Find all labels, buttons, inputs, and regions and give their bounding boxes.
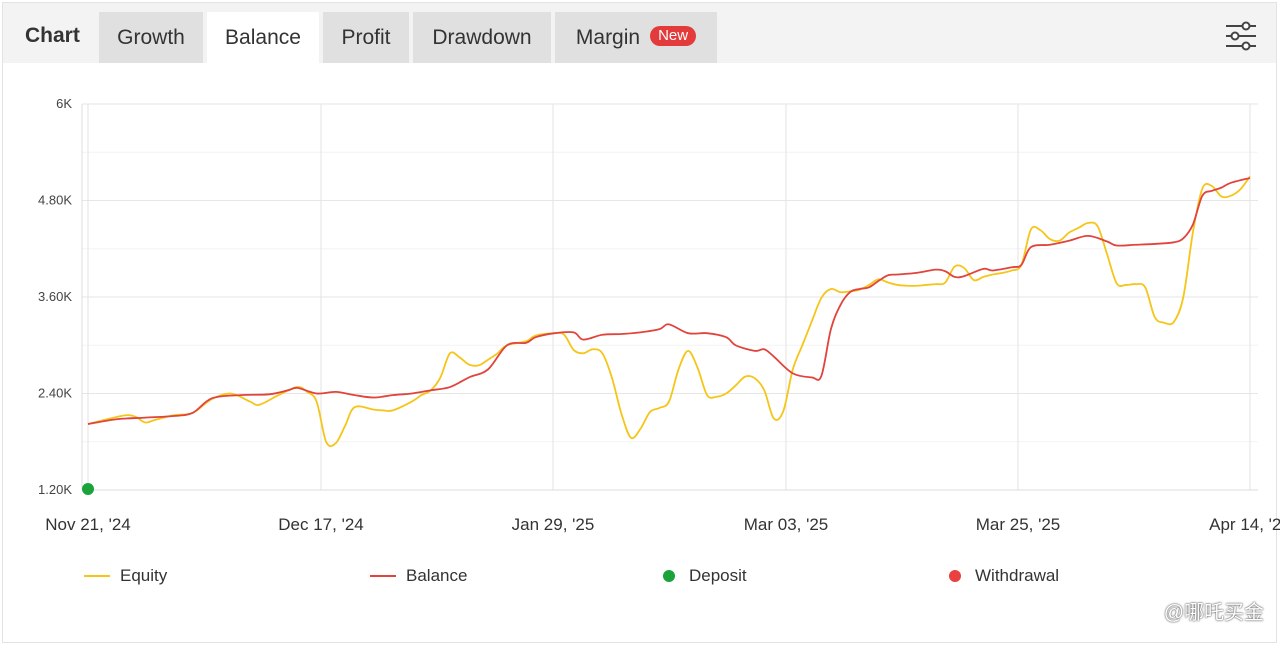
legend-deposit[interactable]: Deposit xyxy=(663,564,747,588)
tab-growth[interactable]: Growth xyxy=(99,12,203,63)
legend-withdrawal[interactable]: Withdrawal xyxy=(949,564,1059,588)
tab-margin-label: Margin xyxy=(575,26,641,49)
x-tick-label: Mar 03, '25 xyxy=(744,515,829,534)
legend-deposit-label: Deposit xyxy=(689,566,747,585)
tab-balance[interactable]: Balance xyxy=(207,12,319,63)
x-tick-label: Nov 21, '24 xyxy=(45,515,130,534)
balance-chart: 1.20K 2.40K 3.60K 4.80K 6K Nov 21, '24 Dec 17,… xyxy=(38,96,1280,534)
tab-drawdown[interactable]: Drawdown xyxy=(413,12,551,63)
legend-balance-label: Balance xyxy=(406,566,468,585)
y-tick-label: 3.60K xyxy=(38,289,72,304)
x-tick-label: Dec 17, '24 xyxy=(278,515,363,534)
tab-profit[interactable]: Profit xyxy=(323,12,409,63)
balance-line xyxy=(87,177,1251,425)
balance-swatch xyxy=(370,575,396,577)
equity-line xyxy=(87,175,1251,448)
x-tick-label: Mar 25, '25 xyxy=(976,515,1061,534)
sliders-icon[interactable] xyxy=(1224,19,1258,53)
new-badge: New xyxy=(650,26,697,47)
equity-swatch xyxy=(84,575,110,577)
widget-title: Chart xyxy=(25,24,80,47)
legend-withdrawal-label: Withdrawal xyxy=(975,566,1060,585)
watermark: @哪吒买金 xyxy=(1163,602,1264,624)
x-tick-label: Jan 29, '25 xyxy=(512,515,595,534)
y-tick-label: 1.20K xyxy=(38,482,72,497)
legend-equity[interactable]: Equity xyxy=(84,564,167,588)
y-tick-label: 4.80K xyxy=(38,193,72,208)
y-tick-label: 2.40K xyxy=(38,386,72,401)
deposit-point xyxy=(82,483,94,495)
legend-equity-label: Equity xyxy=(120,566,168,585)
y-tick-label: 6K xyxy=(56,96,72,111)
tab-bar: Chart Growth Balance Profit Drawdown Mar… xyxy=(3,3,1276,63)
tab-margin[interactable]: Margin New xyxy=(555,12,717,63)
deposit-swatch xyxy=(663,570,675,582)
x-tick-label: Apr 14, '25 xyxy=(1209,515,1280,534)
withdrawal-swatch xyxy=(949,570,961,582)
legend-balance[interactable]: Balance xyxy=(370,564,467,588)
